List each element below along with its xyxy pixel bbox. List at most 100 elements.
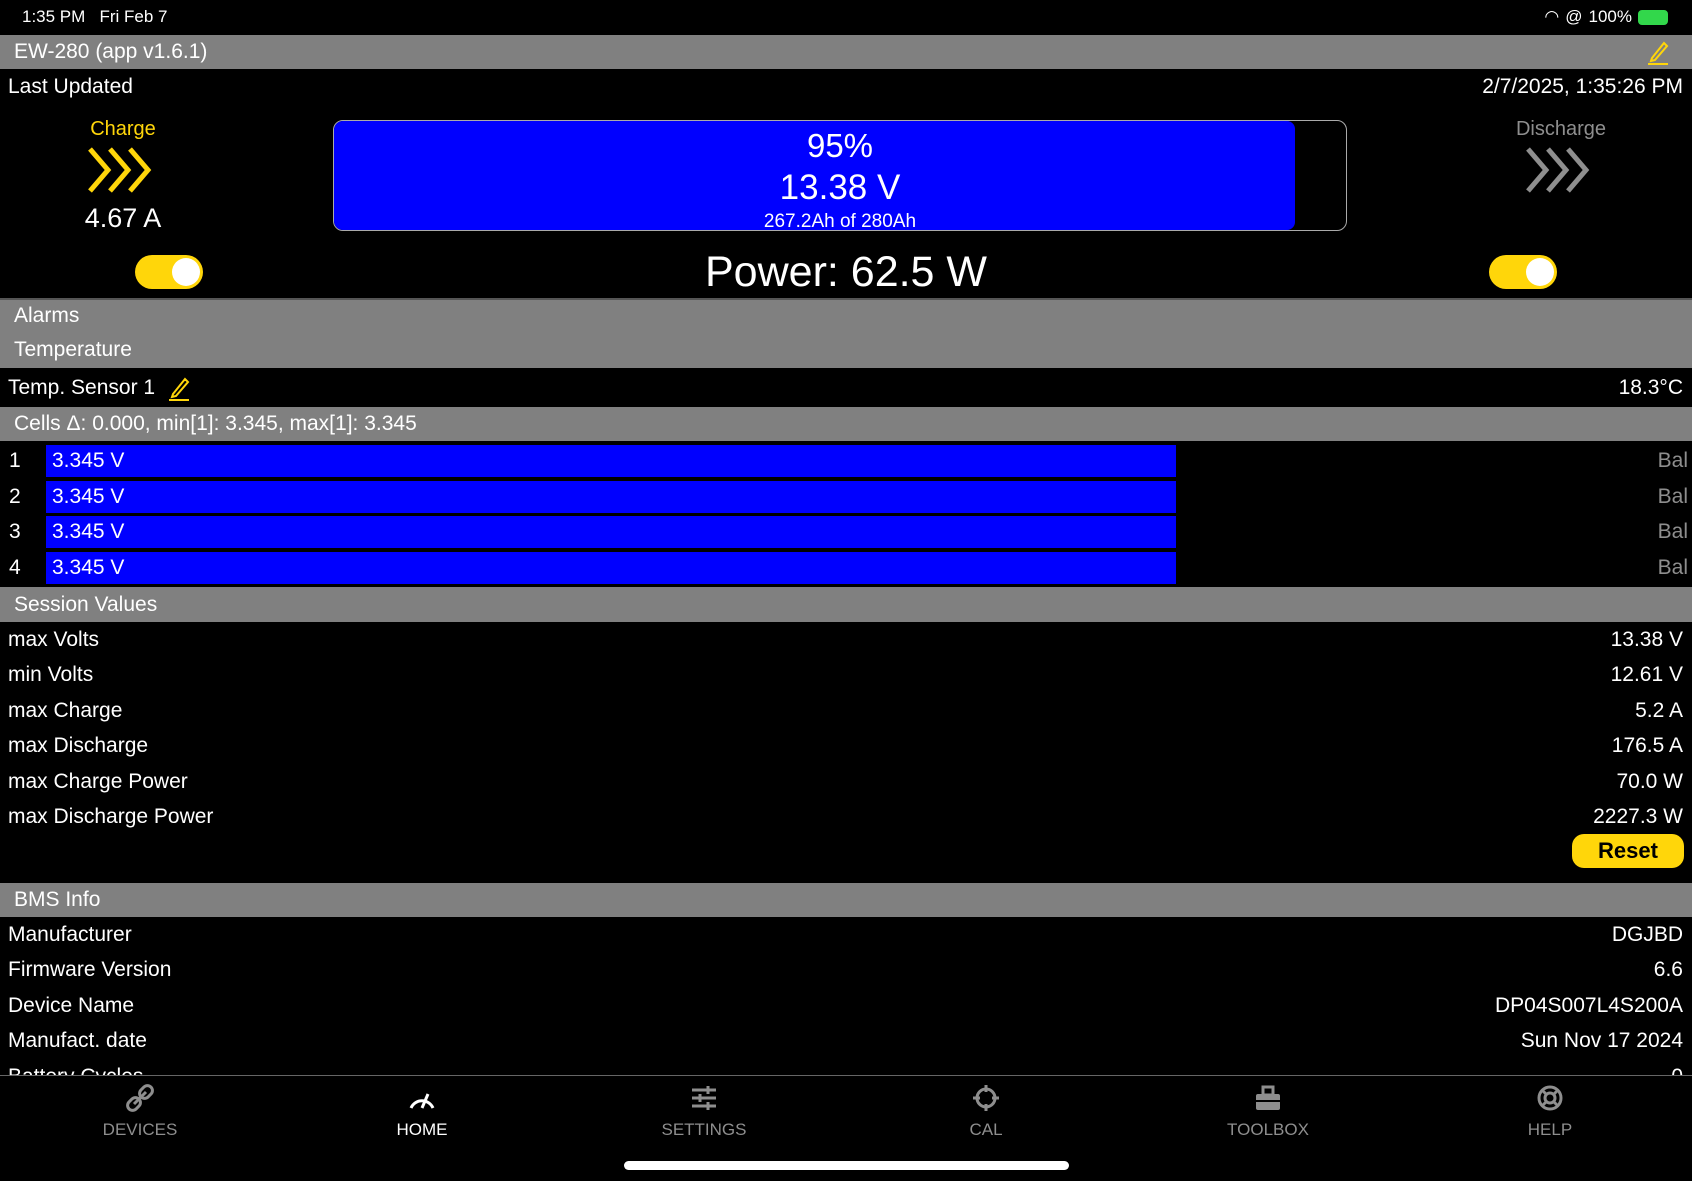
home-indicator [624, 1161, 1069, 1170]
bms-row: Manufact. date Sun Nov 17 2024 [0, 1024, 1692, 1059]
bms-value: 6.6 [1653, 958, 1683, 981]
session-label: max Volts [8, 627, 100, 651]
tab-label: CAL [969, 1120, 1003, 1139]
battery-capacity: 267.2Ah of 280Ah [763, 211, 917, 231]
cell-row: 1 3.345 V Bal [0, 443, 1692, 479]
battery-voltage: 13.38 V [779, 168, 901, 208]
discharge-indicator: Discharge [1501, 118, 1621, 201]
bms-list[interactable]: Manufacturer DGJBD Firmware Version 6.6 Devi… [0, 917, 1692, 1077]
reset-button[interactable]: Reset [1572, 834, 1684, 868]
cell-balance-status: Bal [1657, 520, 1688, 543]
session-value: 176.5 A [1611, 734, 1683, 757]
session-row: max Discharge Power 2227.3 W [0, 800, 1692, 835]
sliders-icon [692, 1086, 716, 1110]
bms-label: Manufact. date [8, 1029, 147, 1052]
session-label: max Discharge [8, 734, 149, 757]
header-bar: EW-280 (app v1.6.1) [0, 35, 1692, 69]
cells-section-header[interactable]: Cells Δ: 0.000, min[1]: 3.345, max[1]: 3… [0, 407, 1692, 441]
cell-row: 2 3.345 V Bal [0, 479, 1692, 515]
tab-label: SETTINGS [661, 1120, 747, 1139]
alarms-section-header[interactable]: Alarms [0, 298, 1692, 332]
session-row: max Charge 5.2 A [0, 693, 1692, 728]
session-row: max Volts 13.38 V [0, 622, 1692, 657]
last-updated-row: Last Updated 2/7/2025, 1:35:26 PM [0, 69, 1692, 105]
date: Fri Feb 7 [99, 7, 168, 26]
session-row: max Discharge 176.5 A [0, 729, 1692, 764]
charge-indicator: Charge 4.67 A [63, 118, 183, 234]
cell-row: 4 3.345 V Bal [0, 550, 1692, 586]
battery-percent-text: 95% [806, 127, 874, 164]
power-readout: Power: 62.5 W [705, 248, 987, 296]
cell-voltage-bar: 3.345 V [46, 516, 1176, 548]
tab-label: HOME [396, 1120, 448, 1139]
bms-value: DP04S007L4S200A [1495, 993, 1683, 1017]
tab-cal[interactable]: CAL [906, 1084, 1066, 1140]
discharge-chevrons-icon [1526, 147, 1590, 193]
session-value: 12.61 V [1610, 663, 1683, 686]
wifi-icon: ◠ [1544, 7, 1560, 26]
status-time: 1:35 PM Fri Feb 7 [22, 7, 168, 27]
temp-sensor-value: 18.3°C [1618, 375, 1683, 399]
tab-label: DEVICES [102, 1120, 178, 1139]
session-label: max Charge [8, 698, 123, 722]
time: 1:35 PM [22, 7, 86, 26]
bms-row: Device Name DP04S007L4S200A [0, 988, 1692, 1023]
cell-number: 4 [9, 555, 21, 579]
session-label: max Charge Power [8, 769, 188, 793]
cell-balance-status: Bal [1657, 555, 1688, 579]
edit-pencil-icon[interactable] [1646, 39, 1670, 65]
bms-row: Battery Cycles 0 [0, 1059, 1692, 1077]
tab-devices[interactable]: DEVICES [60, 1084, 220, 1140]
last-updated-value: 2/7/2025, 1:35:26 PM [1482, 75, 1683, 98]
gauge-icon [409, 1093, 435, 1109]
charge-label: Charge [90, 118, 156, 140]
tab-help[interactable]: HELP [1470, 1084, 1630, 1140]
bms-label: Device Name [8, 993, 135, 1017]
session-label: max Discharge Power [8, 805, 214, 828]
status-right: ◠ @100% [1544, 7, 1668, 27]
bms-row: Firmware Version 6.6 [0, 953, 1692, 988]
crosshair-icon [973, 1085, 999, 1111]
temperature-section-header[interactable]: Temperature [0, 332, 1692, 368]
lifebuoy-icon [1537, 1085, 1563, 1111]
session-value: 5.2 A [1635, 698, 1683, 722]
session-value: 13.38 V [1610, 627, 1683, 651]
toolbox-icon [1256, 1085, 1280, 1110]
charge-chevrons-icon [88, 147, 152, 193]
tab-toolbox[interactable]: TOOLBOX [1188, 1084, 1348, 1140]
link-icon [126, 1084, 154, 1112]
discharge-toggle[interactable] [1489, 255, 1557, 289]
session-section-header[interactable]: Session Values [0, 587, 1692, 622]
battery-icon [1638, 9, 1668, 25]
bms-label: Manufacturer [8, 922, 132, 946]
session-label: min Volts [8, 663, 94, 686]
cell-number: 2 [9, 484, 21, 508]
bms-section-header[interactable]: BMS Info [0, 883, 1692, 917]
cell-balance-status: Bal [1657, 484, 1688, 508]
discharge-label: Discharge [1515, 118, 1607, 140]
battery-percent: 100% [1588, 7, 1632, 26]
bms-label: Firmware Version [8, 958, 172, 981]
bms-value: DGJBD [1611, 922, 1683, 946]
cell-number: 3 [9, 520, 21, 543]
session-value: 2227.3 W [1593, 805, 1683, 828]
bms-row: Manufacturer DGJBD [0, 917, 1692, 952]
lock-rotation-icon: @ [1565, 7, 1583, 26]
last-updated-label: Last Updated [8, 75, 133, 98]
bms-value: Sun Nov 17 2024 [1520, 1029, 1683, 1052]
cell-voltage-bar: 3.345 V [46, 551, 1176, 584]
edit-pencil-icon[interactable] [167, 375, 191, 401]
battery-gauge-fill [334, 121, 1296, 230]
session-row: max Charge Power 70.0 W [0, 764, 1692, 799]
tab-label: TOOLBOX [1227, 1120, 1309, 1139]
tab-home[interactable]: HOME [342, 1084, 502, 1140]
tab-label: HELP [1527, 1120, 1573, 1139]
status-bar: 1:35 PM Fri Feb 7 ◠ @100% [0, 0, 1692, 35]
session-value: 70.0 W [1616, 769, 1683, 793]
tab-settings[interactable]: SETTINGS [624, 1084, 784, 1140]
charge-current: 4.67 A [84, 203, 162, 233]
cell-voltage-bar: 3.345 V [46, 480, 1176, 513]
bms-label: Battery Cycles [8, 1064, 144, 1077]
cell-row: 3 3.345 V Bal [0, 514, 1692, 550]
charge-toggle[interactable] [135, 255, 203, 289]
